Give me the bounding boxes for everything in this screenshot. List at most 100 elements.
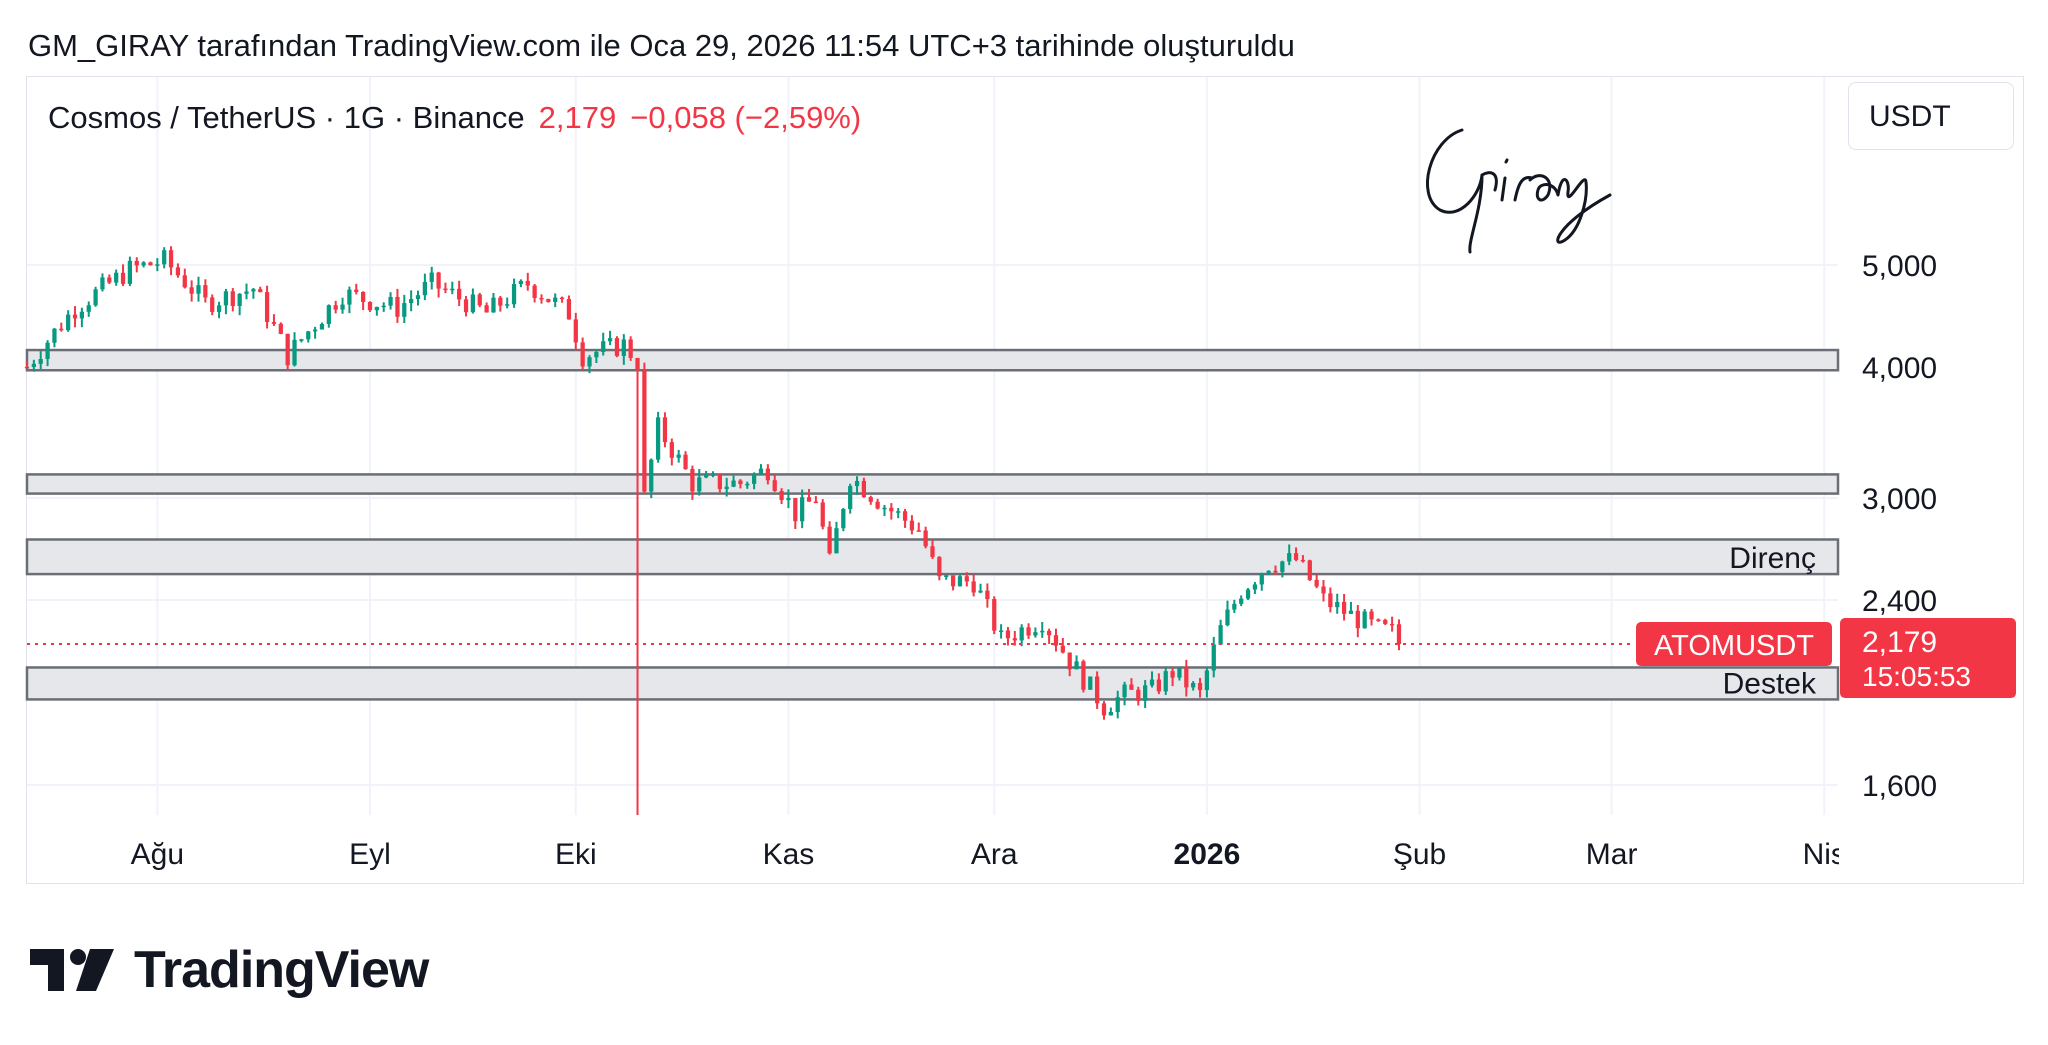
- candle: [354, 283, 359, 295]
- candle-body: [717, 474, 722, 490]
- candle: [422, 273, 427, 301]
- candle: [793, 498, 798, 530]
- signature-giray: [1425, 128, 1612, 254]
- candle: [752, 472, 757, 490]
- candle-body: [72, 314, 78, 319]
- candle-body: [155, 264, 160, 266]
- candle: [31, 359, 36, 372]
- candle-body: [333, 305, 338, 310]
- candle: [642, 362, 647, 495]
- x-tick-label: Ağu: [131, 838, 184, 871]
- candle-body: [978, 590, 983, 593]
- x-tick-label: Nis: [1803, 838, 1846, 871]
- candle: [553, 293, 558, 308]
- candle: [1108, 707, 1113, 716]
- candle: [196, 276, 201, 302]
- candle-body: [1019, 627, 1024, 641]
- candle-body: [1060, 645, 1065, 653]
- y-tick-label: 2,400: [1862, 585, 1937, 618]
- candle: [916, 522, 921, 532]
- candle-body: [203, 285, 208, 298]
- candle: [923, 526, 928, 549]
- candle-body: [1108, 711, 1113, 716]
- candle: [505, 297, 510, 309]
- candle: [621, 334, 626, 365]
- candle-body: [1026, 627, 1031, 636]
- candle-body: [1293, 553, 1299, 560]
- candle: [635, 357, 640, 815]
- candle-body: [134, 260, 139, 266]
- currency-selector[interactable]: USDT: [1848, 82, 2014, 150]
- candle: [1005, 627, 1011, 646]
- candle-body: [326, 305, 331, 324]
- candle: [1149, 671, 1155, 688]
- candle: [1081, 659, 1086, 693]
- candle: [429, 266, 434, 290]
- candle: [559, 296, 565, 303]
- candle-body: [532, 285, 537, 298]
- candle: [1177, 667, 1182, 681]
- y-tick-label: 4,000: [1862, 352, 1937, 385]
- candle-body: [1239, 598, 1244, 604]
- candle: [566, 295, 572, 320]
- candle: [470, 288, 476, 314]
- candle-body: [806, 497, 812, 502]
- candle-body: [1362, 611, 1367, 629]
- candle: [1040, 622, 1045, 638]
- candle-body: [292, 339, 297, 366]
- candle: [79, 307, 85, 328]
- candle-body: [525, 280, 530, 286]
- tradingview-logo[interactable]: TradingView: [30, 940, 429, 1000]
- candle: [1300, 555, 1306, 563]
- candle: [100, 273, 105, 292]
- candle-body: [127, 260, 133, 284]
- candle-body: [957, 576, 963, 587]
- candle: [24, 361, 30, 369]
- candle: [1033, 627, 1038, 638]
- candle-body: [635, 357, 640, 370]
- candle-body: [1211, 644, 1216, 671]
- candle-body: [141, 262, 146, 266]
- candle-body: [299, 339, 304, 341]
- candle-body: [498, 297, 503, 306]
- candle-body: [361, 291, 366, 302]
- candle: [367, 301, 373, 312]
- zone-label-3: Destek: [1723, 667, 1817, 700]
- candle: [1143, 680, 1148, 708]
- candle-body: [772, 480, 777, 491]
- candle-body: [703, 474, 709, 478]
- price-tag: [1840, 618, 2016, 699]
- candle: [587, 355, 592, 374]
- candle: [848, 483, 853, 514]
- candle: [1321, 580, 1326, 602]
- candle: [854, 476, 860, 495]
- candle-body: [1245, 589, 1251, 599]
- candle: [278, 322, 283, 335]
- candle-body: [223, 291, 229, 306]
- candle: [669, 438, 674, 466]
- symbol-name: Cosmos / TetherUS · 1G · Binance: [48, 100, 525, 135]
- candle: [655, 411, 661, 463]
- candle: [992, 596, 997, 635]
- candle: [347, 286, 352, 314]
- candle-body: [752, 474, 757, 484]
- candle: [237, 293, 242, 316]
- candle: [162, 247, 167, 269]
- candle-body: [655, 417, 661, 460]
- candle-body: [621, 339, 626, 356]
- candle-body: [436, 272, 441, 289]
- candle-body: [937, 557, 942, 577]
- candle-body: [210, 297, 215, 312]
- candle-body: [457, 288, 462, 300]
- candle-body: [182, 275, 187, 288]
- candle-body: [1081, 661, 1086, 690]
- candle: [340, 297, 345, 314]
- candle: [765, 464, 770, 485]
- candle: [477, 292, 482, 308]
- candle-body: [264, 292, 270, 323]
- x-tick-label: Eyl: [349, 838, 391, 871]
- candle: [415, 290, 421, 306]
- candle-body: [114, 272, 119, 283]
- candle-body: [539, 297, 544, 300]
